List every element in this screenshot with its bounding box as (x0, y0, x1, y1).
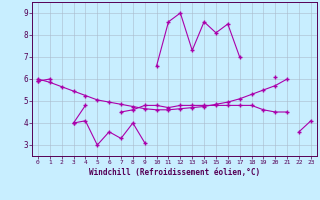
X-axis label: Windchill (Refroidissement éolien,°C): Windchill (Refroidissement éolien,°C) (89, 168, 260, 177)
